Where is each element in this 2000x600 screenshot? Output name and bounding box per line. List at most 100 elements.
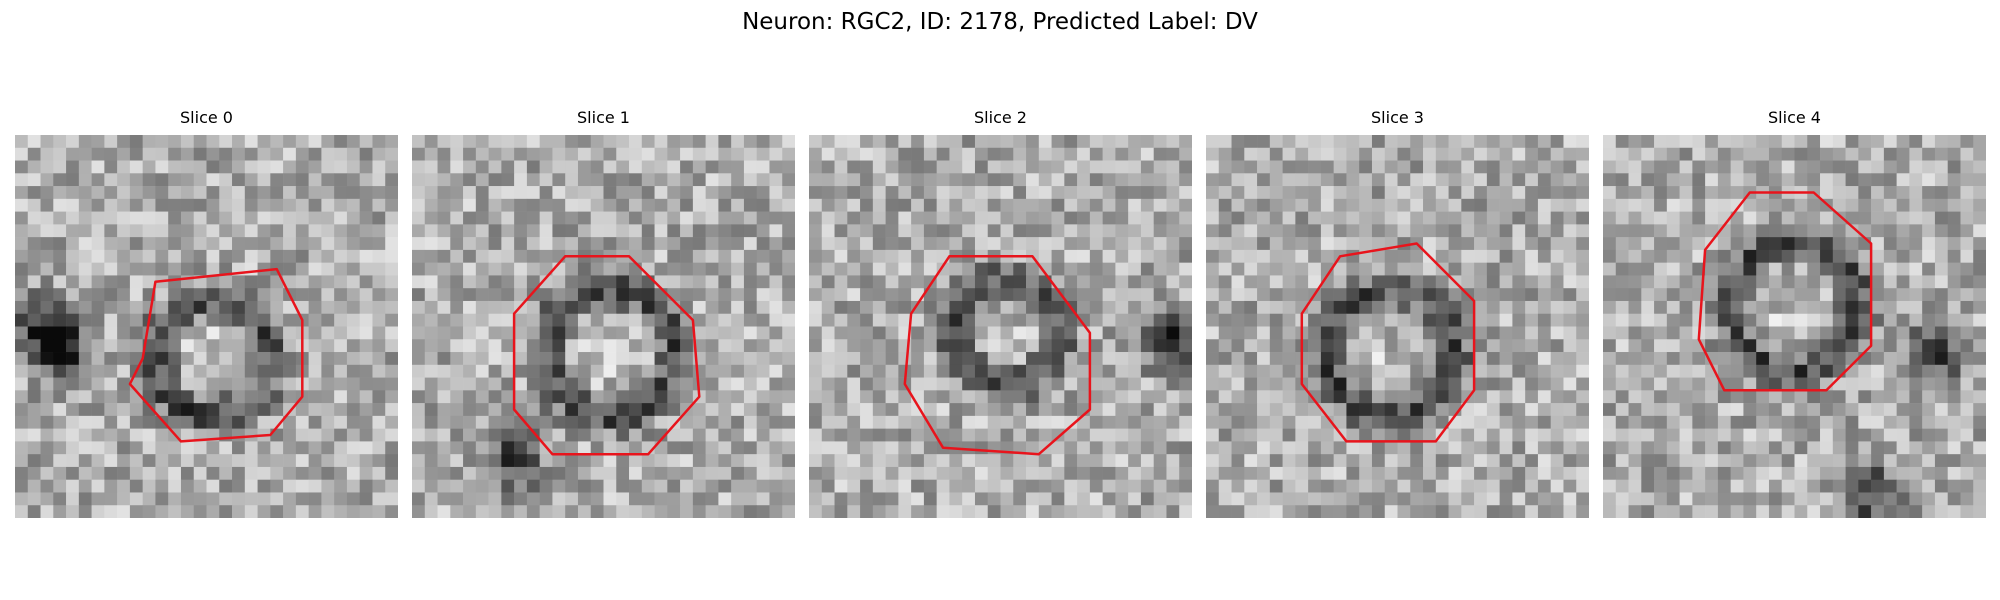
pixel-cell	[1807, 454, 1821, 468]
pixel-cell	[1832, 160, 1846, 174]
pixel-cell	[974, 147, 989, 161]
pixel-cell	[1563, 403, 1577, 417]
pixel-cell	[1730, 339, 1744, 353]
pixel-cell	[1115, 403, 1129, 417]
pixel-cell	[1883, 300, 1897, 315]
pixel-cell	[692, 505, 706, 518]
pixel-cell	[219, 454, 233, 468]
pixel-cell	[1820, 403, 1834, 417]
pixel-cell	[1089, 173, 1103, 187]
pixel-cell	[1077, 135, 1091, 149]
pixel-cell	[1397, 428, 1411, 442]
pixel-cell	[1359, 275, 1373, 289]
pixel-cell	[206, 262, 220, 276]
pixel-cell	[385, 262, 398, 276]
pixel-cell	[450, 224, 464, 238]
pixel-cell	[1832, 403, 1846, 417]
pixel-cell	[1883, 135, 1897, 149]
pixel-cell	[91, 466, 105, 480]
pixel-cell	[385, 135, 398, 149]
pixel-cell	[488, 300, 502, 315]
pixel-cell	[1858, 492, 1872, 506]
pixel-cell	[1461, 237, 1475, 251]
pixel-cell	[1947, 339, 1961, 353]
pixel-cell	[91, 249, 105, 263]
pixel-cell	[27, 364, 41, 378]
pixel-cell	[359, 364, 373, 378]
pixel-cell	[1756, 237, 1770, 251]
pixel-cell	[1654, 147, 1668, 161]
pixel-cell	[1115, 326, 1129, 340]
pixel-cell	[346, 390, 360, 404]
pixel-cell	[923, 211, 937, 225]
pixel-cell	[1153, 224, 1167, 238]
pixel-cell	[1026, 288, 1040, 302]
pixel-cell	[692, 326, 706, 340]
pixel-cell	[283, 186, 297, 200]
pixel-cell	[1013, 198, 1027, 212]
pixel-cell	[603, 313, 617, 327]
pixel-cell	[1705, 300, 1719, 315]
pixel-cell	[1973, 390, 1986, 404]
pixel-cell	[53, 186, 67, 200]
pixel-cell	[346, 505, 360, 518]
pixel-cell	[206, 275, 220, 289]
pixel-cell	[1858, 135, 1872, 149]
pixel-cell	[257, 415, 271, 429]
pixel-cell	[872, 352, 886, 366]
pixel-cell	[1973, 326, 1986, 340]
pixel-cell	[1576, 364, 1589, 378]
pixel-cell	[346, 428, 360, 442]
pixel-cell	[1512, 288, 1526, 302]
pixel-cell	[1794, 441, 1808, 455]
pixel-cell	[1896, 415, 1910, 429]
pixel-cell	[168, 288, 182, 302]
pixel-cell	[885, 492, 899, 506]
pixel-cell	[1807, 339, 1821, 353]
pixel-cell	[1525, 441, 1539, 455]
pixel-cell	[372, 441, 386, 455]
pixel-cell	[1166, 505, 1180, 518]
pixel-cell	[206, 377, 220, 391]
pixel-cell	[1603, 454, 1617, 468]
pixel-cell	[616, 377, 630, 391]
pixel-cell	[629, 352, 643, 366]
pixel-cell	[514, 173, 528, 187]
pixel-cell	[1384, 339, 1398, 353]
pixel-cell	[1026, 403, 1040, 417]
pixel-cell	[1461, 224, 1475, 238]
pixel-cell	[321, 300, 335, 315]
pixel-cell	[1244, 415, 1258, 429]
pixel-cell	[526, 262, 540, 276]
pixel-cell	[15, 288, 29, 302]
pixel-cell	[590, 466, 604, 480]
pixel-cell	[936, 198, 950, 212]
pixel-cell	[1743, 352, 1757, 366]
pixel-cell	[1140, 313, 1154, 327]
pixel-cell	[1666, 224, 1680, 238]
pixel-cell	[1128, 454, 1142, 468]
pixel-cell	[1153, 186, 1167, 200]
pixel-cell	[565, 339, 579, 353]
pixel-cell	[1140, 505, 1154, 518]
pixel-cell	[1038, 326, 1052, 340]
pixel-cell	[257, 198, 271, 212]
pixel-cell	[1333, 211, 1347, 225]
pixel-cell	[1371, 135, 1386, 149]
pixel-cell	[346, 237, 360, 251]
pixel-cell	[1333, 186, 1347, 200]
pixel-cell	[424, 313, 438, 327]
pixel-cell	[1563, 390, 1577, 404]
pixel-cell	[334, 173, 348, 187]
pixel-cell	[705, 224, 719, 238]
pixel-cell	[180, 364, 195, 378]
pixel-cell	[1359, 390, 1373, 404]
pixel-cell	[206, 492, 220, 506]
pixel-cell	[1218, 364, 1232, 378]
pixel-cell	[1820, 186, 1834, 200]
pixel-cell	[654, 300, 668, 315]
pixel-cell	[385, 237, 398, 251]
pixel-cell	[1909, 211, 1923, 225]
pixel-cell	[1820, 249, 1834, 263]
pixel-cell	[1845, 466, 1859, 480]
